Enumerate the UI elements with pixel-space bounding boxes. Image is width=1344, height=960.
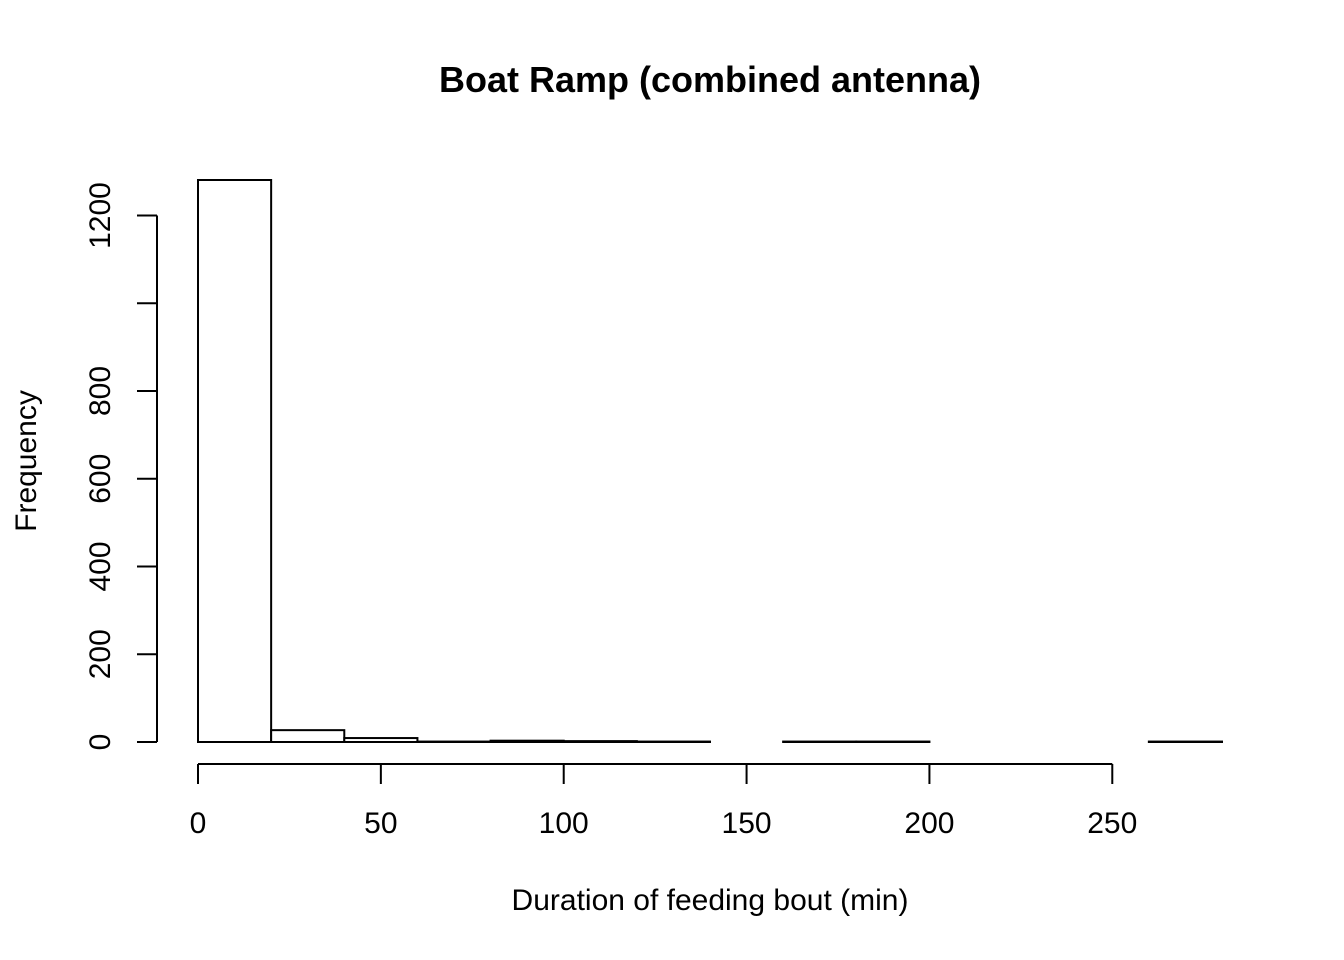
y-axis-label: Frequency bbox=[10, 390, 43, 532]
y-tick-label-4: 800 bbox=[84, 366, 117, 416]
x-tick-label-2: 100 bbox=[539, 807, 589, 840]
x-tick-label-1: 50 bbox=[364, 807, 397, 840]
chart-title: Boat Ramp (combined antenna) bbox=[439, 59, 981, 100]
x-axis: 0 50 100 150 200 250 bbox=[190, 763, 1137, 840]
histogram-bar-2 bbox=[343, 737, 419, 743]
x-tick-label-3: 150 bbox=[722, 807, 772, 840]
histogram-bar-4 bbox=[489, 739, 565, 743]
x-tick-label-5: 250 bbox=[1087, 807, 1137, 840]
x-tick-label-4: 200 bbox=[904, 807, 954, 840]
y-axis: 0 200 400 600 800 1200 bbox=[84, 182, 158, 751]
y-tick-label-0: 0 bbox=[84, 734, 117, 751]
histogram-bar-0 bbox=[197, 179, 273, 743]
y-tick-label-3: 600 bbox=[84, 454, 117, 504]
histogram-bar-5 bbox=[562, 740, 638, 743]
y-tick-label-1: 200 bbox=[84, 629, 117, 679]
y-tick-label-6: 1200 bbox=[84, 182, 117, 249]
x-axis-label: Duration of feeding bout (min) bbox=[512, 884, 909, 917]
y-tick-label-2: 400 bbox=[84, 541, 117, 591]
bars bbox=[197, 179, 1224, 743]
x-tick-label-0: 0 bbox=[190, 807, 207, 840]
histogram-bar-1 bbox=[270, 729, 346, 743]
